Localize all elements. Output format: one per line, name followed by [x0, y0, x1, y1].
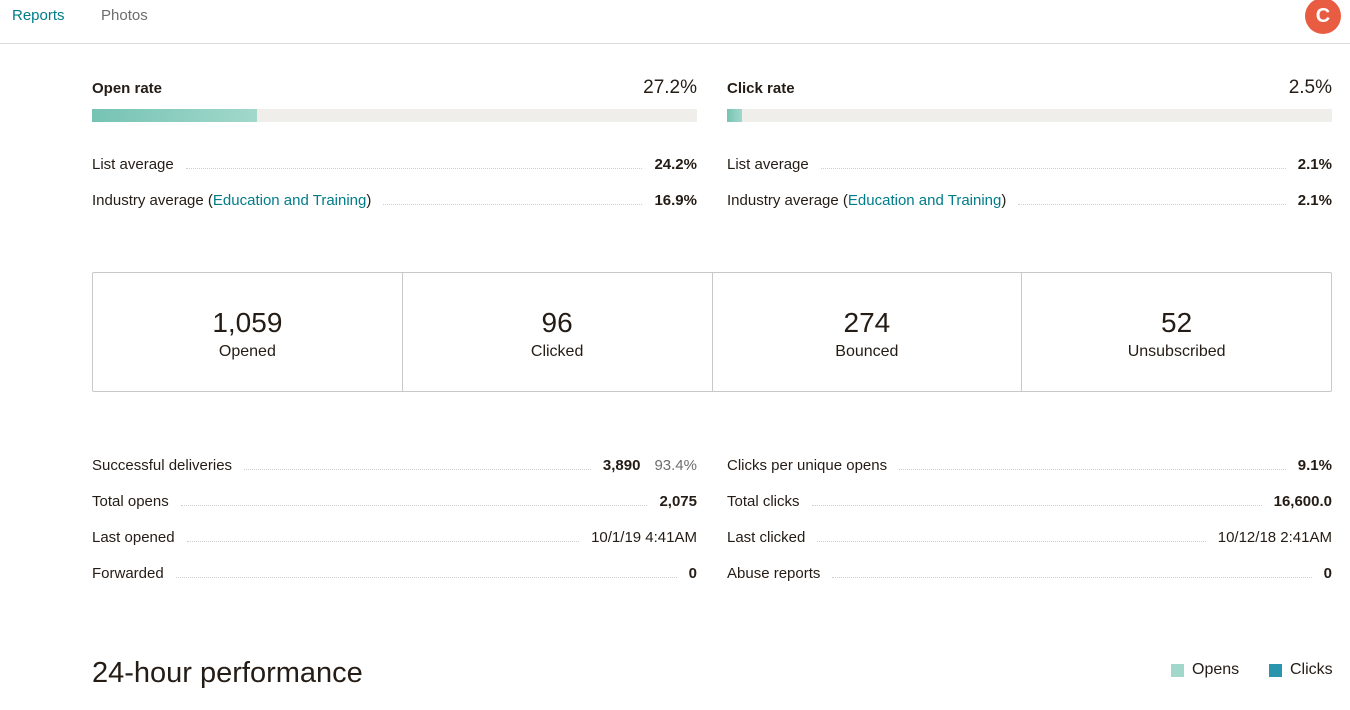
detail-label: Last clicked	[727, 528, 806, 546]
dotted-leader	[899, 468, 1286, 470]
click-rate-title: Click rate	[727, 80, 795, 97]
industry-link[interactable]: Education and Training	[212, 191, 367, 209]
legend-label-opens: Opens	[1192, 661, 1240, 678]
stat-number: 1,059	[212, 307, 283, 338]
detail-row-total-clicks: Total clicks 16,600.0	[727, 489, 1332, 513]
dotted-leader	[811, 504, 1262, 506]
stat-label: Bounced	[835, 343, 899, 360]
stats-summary: 1,059 Opened 96 Clicked 274 Bounced 52 U…	[92, 272, 1332, 392]
detail-value: 0	[1323, 564, 1332, 582]
legend-swatch-opens	[1171, 663, 1184, 677]
detail-row-successful-deliveries: Successful deliveries 3,890 93.4%	[92, 453, 697, 477]
detail-label: Successful deliveries	[92, 456, 233, 474]
top-nav: Reports Photos C	[0, 0, 1350, 44]
detail-row-last-clicked: Last clicked 10/12/18 2:41AM	[727, 525, 1332, 549]
legend-clicks: Clicks	[1269, 661, 1333, 679]
avatar[interactable]: C	[1305, 0, 1341, 34]
detail-row-forwarded: Forwarded 0	[92, 561, 697, 585]
stat-number: 52	[1161, 307, 1193, 338]
detail-label: Forwarded	[92, 564, 164, 582]
dotted-leader	[817, 540, 1206, 542]
detail-label: Last opened	[92, 528, 175, 546]
industry-link[interactable]: Education and Training	[847, 191, 1002, 209]
dotted-leader	[383, 203, 643, 205]
detail-label: Abuse reports	[727, 564, 821, 582]
stat-number: 274	[843, 307, 891, 338]
detail-row-abuse-reports: Abuse reports 0	[727, 561, 1332, 585]
open-rate-section: Open rate 27.2% List average 24.2% Indus…	[92, 75, 697, 209]
stat-clicked: 96 Clicked	[403, 273, 713, 391]
click-list-average-value: 2.1%	[1297, 155, 1332, 173]
stat-bounced: 274 Bounced	[713, 273, 1023, 391]
click-rate-section: Click rate 2.5% List average 2.1% Indust…	[727, 75, 1332, 209]
detail-row-total-opens: Total opens 2,075	[92, 489, 697, 513]
detail-value: 10/12/18 2:41AM	[1217, 528, 1332, 546]
detail-value: 3,890	[602, 456, 641, 474]
dotted-leader	[175, 576, 677, 578]
click-rate-bar	[727, 109, 1332, 122]
open-industry-average-label: Industry average (Education and Training…	[92, 191, 372, 209]
open-list-average-value: 24.2%	[654, 155, 697, 173]
click-list-average-row: List average 2.1%	[727, 152, 1332, 176]
open-industry-average-row: Industry average (Education and Training…	[92, 188, 697, 212]
legend-opens: Opens	[1171, 661, 1239, 679]
detail-value: 0	[688, 564, 697, 582]
detail-value: 2,075	[659, 492, 697, 510]
stat-unsubscribed: 52 Unsubscribed	[1022, 273, 1331, 391]
click-industry-average-row: Industry average (Education and Training…	[727, 188, 1332, 212]
open-industry-average-value: 16.9%	[654, 191, 697, 209]
click-rate-bar-fill	[727, 109, 743, 122]
click-rate-value: 2.5%	[1288, 77, 1332, 98]
detail-label: Total clicks	[727, 492, 800, 510]
stat-opened: 1,059 Opened	[93, 273, 403, 391]
legend-swatch-clicks	[1269, 663, 1282, 677]
dotted-leader	[180, 504, 648, 506]
dotted-leader	[1018, 203, 1286, 205]
open-list-average-label: List average	[92, 155, 174, 173]
stat-number: 96	[541, 307, 573, 338]
open-rate-value: 27.2%	[643, 77, 697, 98]
dotted-leader	[185, 167, 643, 169]
dotted-leader	[186, 540, 580, 542]
stat-label: Unsubscribed	[1127, 343, 1226, 360]
open-rate-bar-fill	[92, 109, 257, 122]
detail-label: Clicks per unique opens	[727, 456, 888, 474]
dotted-leader	[832, 576, 1312, 578]
open-list-average-row: List average 24.2%	[92, 152, 697, 176]
click-list-average-label: List average	[727, 155, 809, 173]
dotted-leader	[820, 167, 1286, 169]
legend-label-clicks: Clicks	[1290, 661, 1333, 678]
open-rate-bar	[92, 109, 697, 122]
tab-reports[interactable]: Reports	[12, 7, 65, 24]
click-industry-average-value: 2.1%	[1297, 191, 1332, 209]
stat-label: Opened	[218, 343, 276, 360]
detail-value: 16,600.0	[1273, 492, 1332, 510]
click-industry-average-label: Industry average (Education and Training…	[727, 191, 1007, 209]
dotted-leader	[244, 468, 591, 470]
detail-percent: 93.4%	[654, 456, 697, 474]
detail-value: 10/1/19 4:41AM	[591, 528, 697, 546]
tab-photos[interactable]: Photos	[101, 7, 148, 24]
open-rate-title: Open rate	[92, 80, 163, 97]
stat-label: Clicked	[530, 343, 584, 360]
performance-title: 24-hour performance	[92, 657, 363, 689]
detail-label: Total opens	[92, 492, 169, 510]
detail-value: 9.1%	[1297, 456, 1332, 474]
detail-row-clicks-per-unique-opens: Clicks per unique opens 9.1%	[727, 453, 1332, 477]
detail-row-last-opened: Last opened 10/1/19 4:41AM	[92, 525, 697, 549]
